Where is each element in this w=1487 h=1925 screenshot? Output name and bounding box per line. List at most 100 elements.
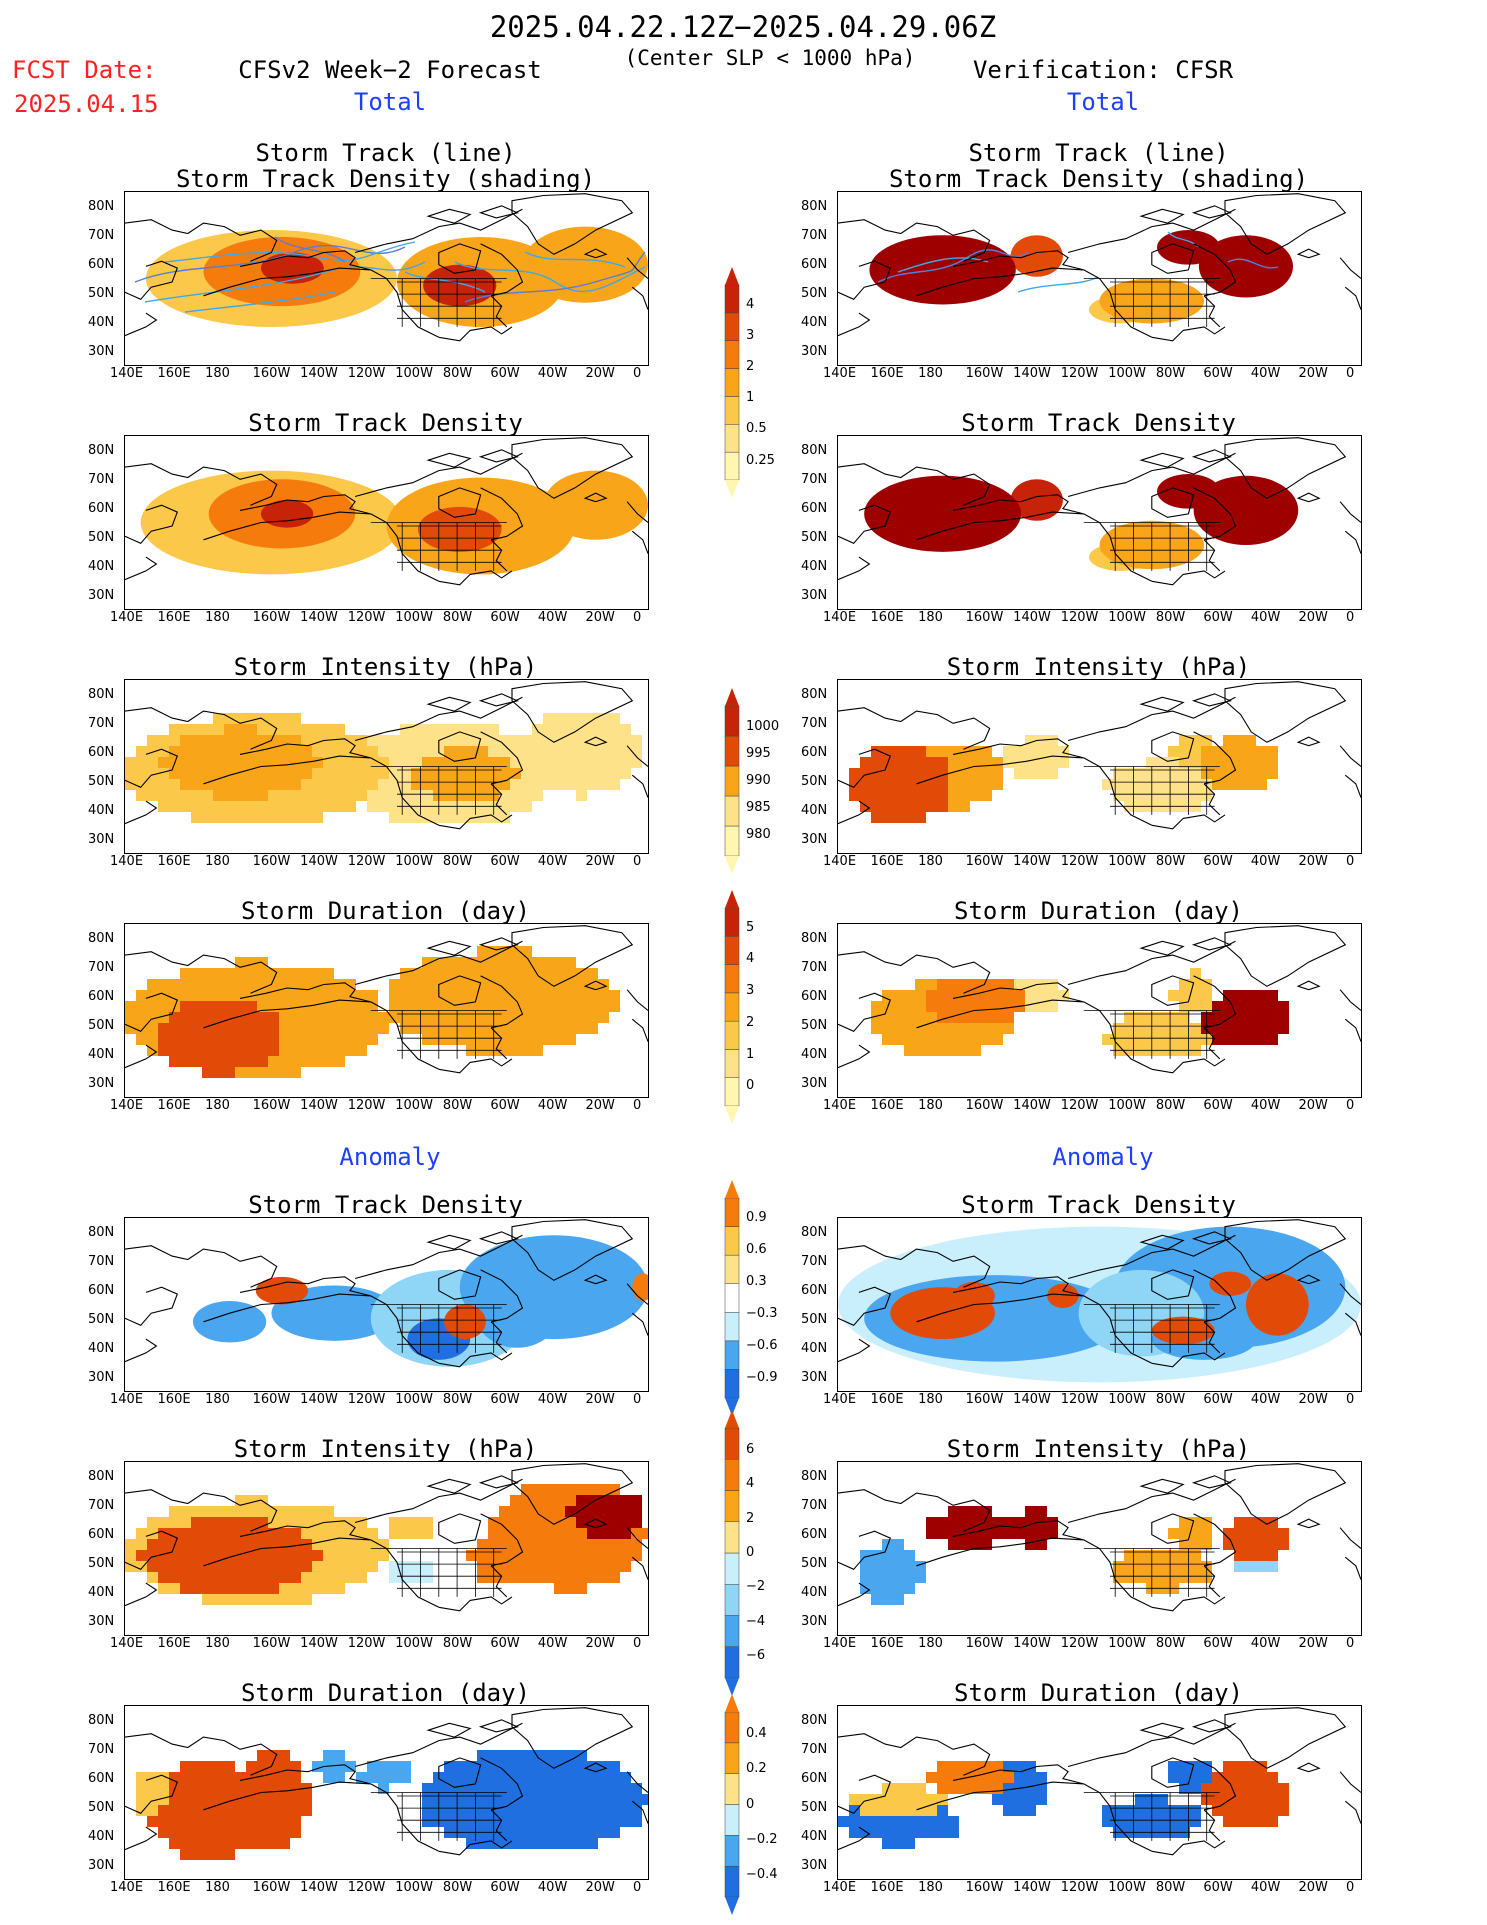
lon-tick-label: 140E	[110, 1392, 144, 1407]
lon-tick-label: 100W	[395, 1392, 433, 1407]
lon-tick-label: 160W	[252, 366, 291, 381]
lon-tick-label: 0	[633, 1880, 642, 1895]
colorbar-tick-label: 0.4	[746, 1725, 767, 1741]
coastline	[838, 1463, 1361, 1612]
colorbar-swatch	[724, 907, 740, 937]
lat-tick-label: 80N	[88, 1469, 115, 1484]
lon-tick-label: 140E	[823, 610, 857, 625]
center-slp-note: (Center SLP < 1000 hPa)	[624, 46, 916, 70]
lat-tick-label: 70N	[801, 716, 828, 731]
lon-tick-label: 20W	[1298, 1098, 1328, 1113]
lat-tick-label: 80N	[88, 1713, 115, 1728]
lon-tick-label: 80W	[1155, 1880, 1186, 1895]
state-boundaries	[370, 1010, 507, 1059]
lon-tick-label: 60W	[490, 366, 520, 381]
lat-tick-label: 30N	[88, 1076, 115, 1091]
anom-fcst-intensity-panel-map	[125, 1463, 648, 1612]
lon-tick-label: 0	[633, 366, 642, 381]
verif-track-panel-title-line: Storm Track Density (shading)	[888, 165, 1309, 193]
lon-tick-label: 0	[633, 854, 642, 869]
lon-tick-label: 100W	[395, 1880, 433, 1895]
lon-tick-label: 20W	[1298, 1880, 1328, 1895]
lon-tick-label: 20W	[585, 1880, 615, 1895]
shade-cell	[389, 946, 620, 1056]
shade-cell	[1102, 1012, 1212, 1056]
lon-tick-label: 80W	[442, 366, 473, 381]
lon-tick-label: 20W	[1298, 854, 1328, 869]
lon-tick-label: 140W	[1013, 1392, 1051, 1407]
lon-tick-label: 120W	[347, 1636, 386, 1651]
lon-tick-label: 20W	[585, 610, 615, 625]
lon-tick-label: 20W	[1298, 1636, 1328, 1651]
lat-tick-label: 40N	[88, 1047, 115, 1062]
lon-tick-label: 40W	[537, 1392, 568, 1407]
lon-tick-label: 80W	[1155, 1636, 1186, 1651]
shade-cell	[1010, 479, 1063, 521]
colorbar-swatch	[724, 765, 740, 797]
right-anomaly-label: Anomaly	[1052, 1143, 1154, 1171]
anom-fcst-density-panel	[124, 1217, 649, 1392]
positive-anomaly-cell	[136, 1772, 169, 1816]
colorbar-swatch	[724, 936, 740, 965]
lat-tick-label: 50N	[88, 1312, 115, 1327]
lat-tick-label: 50N	[801, 1800, 828, 1815]
lon-tick-label: 60W	[1203, 1880, 1233, 1895]
colorbar-tick-label: 0.5	[746, 421, 767, 437]
lon-tick-label: 180	[918, 854, 943, 869]
colorbar-swatch	[724, 1020, 740, 1050]
lon-tick-label: 80W	[1155, 1392, 1186, 1407]
lat-tick-label: 60N	[801, 501, 828, 516]
fcst-duration-panel-map	[125, 925, 648, 1078]
lat-tick-label: 70N	[88, 472, 115, 487]
shade-cell	[260, 500, 314, 528]
lat-tick-label: 30N	[801, 1370, 828, 1385]
lon-tick-label: 180	[205, 366, 230, 381]
colorbar-tick-label: 0	[746, 1078, 755, 1094]
colorbar-tick-label: 995	[746, 746, 771, 761]
lon-tick-label: 160W	[965, 366, 1004, 381]
lon-tick-label: 0	[1346, 1636, 1355, 1651]
colorbar-arrow-bottom	[725, 1106, 739, 1124]
positive-anomaly-cell	[389, 1517, 433, 1539]
colorbar-swatch	[724, 340, 740, 369]
lat-tick-label: 30N	[801, 1614, 828, 1629]
lon-tick-label: 100W	[1108, 610, 1146, 625]
negative-anomaly-cell	[475, 1278, 560, 1348]
storm-track-line	[454, 261, 646, 293]
colorbar-tick-label: 2	[746, 358, 755, 374]
lon-tick-label: 140W	[300, 854, 338, 869]
density-colorbar: 4 3 2 1 0.5 0.25	[722, 265, 775, 504]
coastline	[838, 925, 1361, 1074]
lon-tick-label: 0	[1346, 854, 1355, 869]
anom-verif-duration-panel	[837, 1705, 1362, 1880]
positive-anomaly-cell	[1168, 1517, 1212, 1550]
lon-tick-label: 60W	[1203, 1098, 1233, 1113]
colorbar-swatch	[724, 705, 740, 737]
coastline	[838, 1219, 1361, 1368]
lon-tick-label: 180	[205, 1880, 230, 1895]
lon-tick-label: 160E	[157, 1636, 191, 1651]
lon-tick-label: 180	[918, 1880, 943, 1895]
lat-tick-label: 70N	[88, 960, 115, 975]
colorbar-swatch	[724, 1049, 740, 1078]
lat-tick-label: 60N	[801, 1527, 828, 1542]
colorbar-tick-label: 1	[746, 390, 755, 406]
lon-tick-label: 80W	[442, 1392, 473, 1407]
state-boundaries	[1083, 1548, 1220, 1597]
negative-anomaly-cell	[389, 1561, 433, 1583]
colorbar-tick-label: 0.3	[746, 1274, 767, 1289]
right-total-label: Total	[1066, 88, 1140, 116]
lon-tick-label: 120W	[1060, 1392, 1099, 1407]
lon-tick-label: 160W	[965, 1098, 1004, 1113]
lat-tick-label: 60N	[801, 257, 828, 272]
coastline	[125, 1463, 648, 1612]
colorbar-tick-label: 0.25	[746, 452, 775, 468]
verif-track-panel	[837, 191, 1362, 366]
colorbar-swatch	[724, 1773, 740, 1805]
colorbar-swatch	[724, 284, 740, 314]
lon-tick-label: 180	[918, 610, 943, 625]
lat-tick-label: 50N	[801, 1018, 828, 1033]
state-boundaries	[370, 278, 507, 327]
verif-density-panel	[837, 435, 1362, 610]
